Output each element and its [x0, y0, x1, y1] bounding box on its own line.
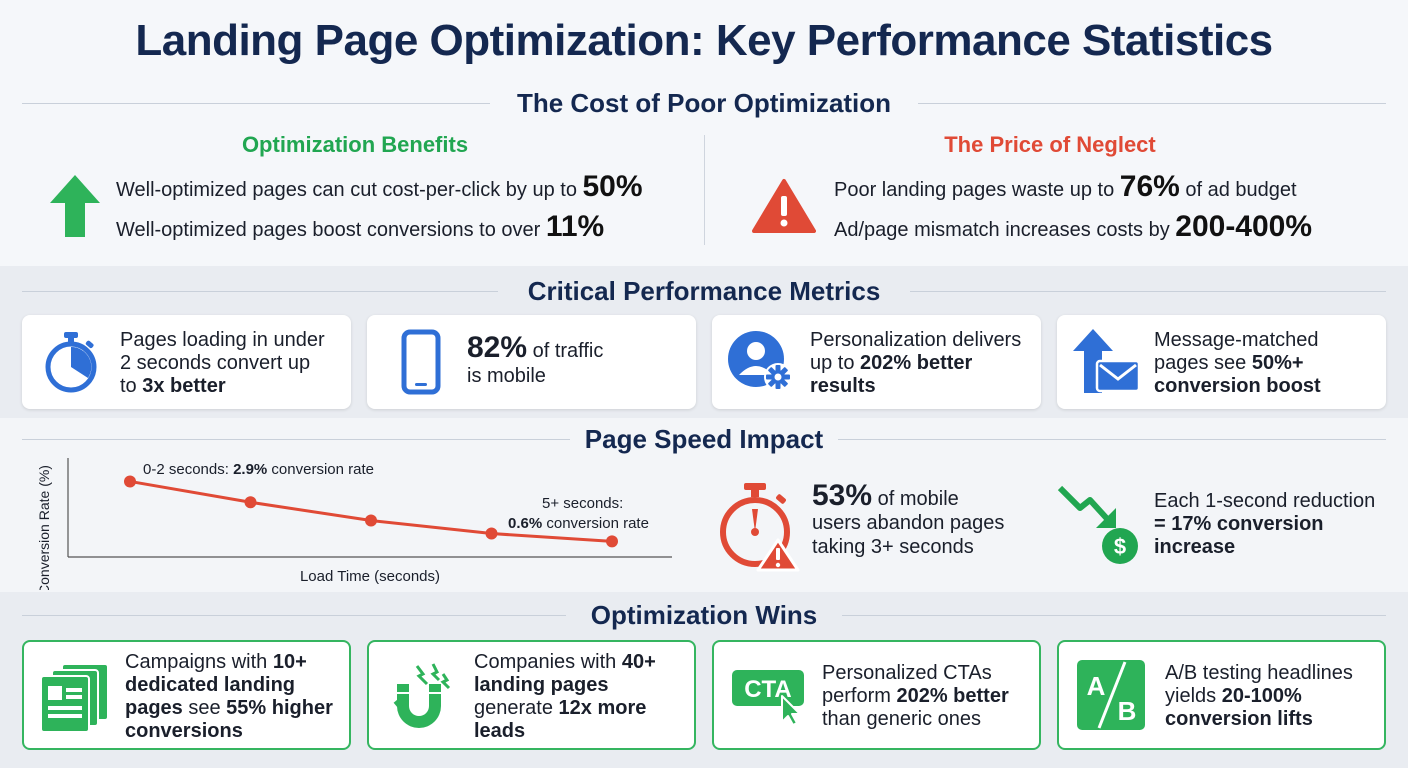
- section-rule: [22, 439, 570, 440]
- section-rule: [910, 291, 1386, 292]
- card-line: Each 1-second reduction: [1154, 490, 1376, 512]
- ab-label-a: A: [1087, 671, 1106, 701]
- card-line: Pages loading in under: [120, 329, 325, 351]
- section-title-cost: The Cost of Poor Optimization: [516, 88, 892, 118]
- x-axis-label: Load Time (seconds): [300, 568, 440, 585]
- card-line: dedicated landing: [125, 674, 296, 696]
- metric-card-personalization: Personalization delivers up to 202% bett…: [712, 315, 1041, 409]
- benefit-statement-1: Well-optimized pages can cut cost-per-cl…: [116, 170, 643, 203]
- win-card-landing-pages: Campaigns with 10+ dedicated landing pag…: [22, 640, 351, 750]
- section-rule: [22, 291, 498, 292]
- card-line: = 17% conversion: [1154, 513, 1324, 535]
- card-line: than generic ones: [822, 708, 982, 730]
- metric-card-load-speed: Pages loading in under 2 seconds convert…: [22, 315, 351, 409]
- neglect-statement-1: Poor landing pages waste up to 76% of ad…: [834, 170, 1297, 203]
- card-line: landing pages: [474, 674, 609, 696]
- card-line: Personalization delivers: [810, 329, 1022, 351]
- card-line: perform 202% better: [822, 685, 1009, 707]
- card-line: to 3x better: [120, 375, 226, 397]
- user-settings-icon: [728, 331, 792, 391]
- abandon-stat: 53% of mobile users abandon pages taking…: [812, 479, 1005, 559]
- metric-card-mobile: 82% of traffic is mobile: [367, 315, 696, 409]
- card-line: generate 12x more: [474, 697, 647, 719]
- card-line: conversion boost: [1154, 375, 1321, 397]
- section-rule: [918, 103, 1386, 104]
- card-line: Campaigns with 10+: [125, 651, 307, 673]
- card-line: is mobile: [467, 365, 546, 387]
- column-divider: [704, 135, 705, 245]
- ab-label-b: B: [1118, 696, 1137, 726]
- card-line: A/B testing headlines: [1165, 662, 1353, 684]
- page-title: Landing Page Optimization: Key Performan…: [135, 16, 1273, 65]
- card-line: 82% of traffic: [467, 331, 604, 364]
- section-rule: [22, 103, 490, 104]
- data-point: [365, 514, 377, 527]
- speed-band: [0, 418, 1408, 592]
- metric-card-message-match: Message-matched pages see 50%+ conversio…: [1057, 315, 1386, 409]
- reduction-stat: Each 1-second reduction = 17% conversion…: [1154, 490, 1375, 559]
- smartphone-icon: [401, 329, 441, 395]
- warning-icon: [752, 179, 816, 233]
- win-card-ab-testing: A B A/B testing headlines yields 20-100%…: [1057, 640, 1386, 750]
- win-card-cta: CTA Personalized CTAs perform 202% bette…: [712, 640, 1041, 750]
- landing-pages-icon: [40, 663, 109, 733]
- section-title-metrics: Critical Performance Metrics: [527, 276, 881, 306]
- card-line: 53% of mobile: [812, 479, 959, 512]
- speed-chart: Conversion Rate (%) Load Time (seconds) …: [36, 458, 672, 590]
- section-title-wins: Optimization Wins: [590, 600, 818, 630]
- section-rule: [838, 439, 1386, 440]
- annotation-start: 0-2 seconds: 2.9% conversion rate: [143, 461, 374, 478]
- timer-warning-icon: [720, 483, 800, 572]
- card-line: increase: [1154, 536, 1236, 558]
- card-line: users abandon pages: [812, 512, 1005, 534]
- benefits-heading: Optimization Benefits: [241, 132, 469, 157]
- annotation-end-line1: 5+ seconds:: [542, 495, 623, 512]
- card-line: Personalized CTAs: [822, 662, 992, 684]
- annotation-end-line2: 0.6% conversion rate: [508, 515, 649, 532]
- stopwatch-icon: [45, 332, 97, 393]
- card-line: 2 seconds convert up: [120, 352, 311, 374]
- y-axis-label: Conversion Rate (%): [36, 465, 52, 590]
- card-line: pages see 55% higher: [125, 697, 333, 719]
- card-line: yields 20-100%: [1165, 685, 1302, 707]
- section-title-speed: Page Speed Impact: [584, 424, 824, 454]
- data-point: [485, 527, 498, 540]
- card-line: conversions: [125, 720, 243, 742]
- section-rule: [22, 615, 566, 616]
- section-rule: [842, 615, 1386, 616]
- card-line: Message-matched: [1154, 329, 1319, 351]
- data-point: [606, 535, 618, 548]
- svg-text:$: $: [1114, 534, 1126, 559]
- card-line: Companies with 40+: [474, 651, 656, 673]
- series-line: [129, 479, 613, 543]
- arrow-mail-icon: [1073, 329, 1141, 393]
- win-card-leads: Companies with 40+ landing pages generat…: [367, 640, 696, 750]
- up-arrow-icon: [50, 175, 100, 237]
- neglect-heading: The Price of Neglect: [944, 132, 1156, 157]
- ab-test-icon: A B: [1077, 660, 1145, 730]
- card-line: taking 3+ seconds: [812, 536, 974, 558]
- cta-icon: CTA: [732, 670, 804, 726]
- trend-down-dollar-icon: $: [1057, 485, 1138, 564]
- data-point: [124, 475, 136, 488]
- card-line: conversion lifts: [1165, 708, 1313, 730]
- benefit-statement-2: Well-optimized pages boost conversions t…: [116, 210, 605, 243]
- card-line: results: [810, 375, 876, 397]
- data-point: [244, 496, 257, 509]
- card-line: up to 202% better: [810, 352, 973, 374]
- magnet-icon: [393, 663, 451, 728]
- neglect-statement-2: Ad/page mismatch increases costs by 200-…: [834, 210, 1313, 243]
- card-line: leads: [474, 720, 526, 742]
- card-line: pages see 50%+: [1154, 352, 1304, 374]
